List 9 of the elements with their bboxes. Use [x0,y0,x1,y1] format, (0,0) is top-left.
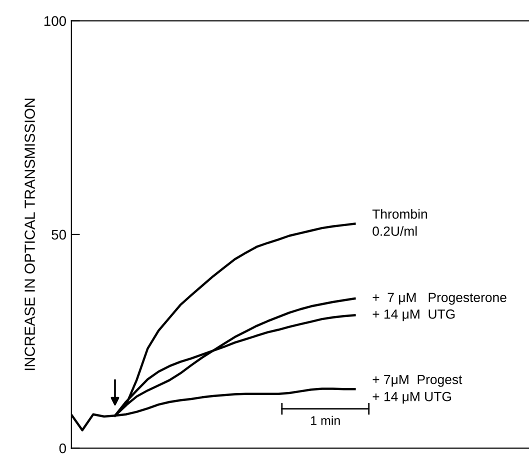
y-axis-title: INCREASE IN OPTICAL TRANSMISSION [24,98,35,370]
y-tick-label: 0 [59,443,66,454]
series-label: + 7μM Progest + 14 μM UTG [372,374,462,404]
series-label: Thrombin 0.2U/ml [372,209,427,236]
y-tick-label: 50 [52,230,66,240]
annotation: 1 min [311,416,340,425]
series-label: + 7 μM Progesterone [372,292,506,305]
series-label: + 14 μM UTG [372,309,455,322]
y-tick-label: 100 [44,16,66,26]
